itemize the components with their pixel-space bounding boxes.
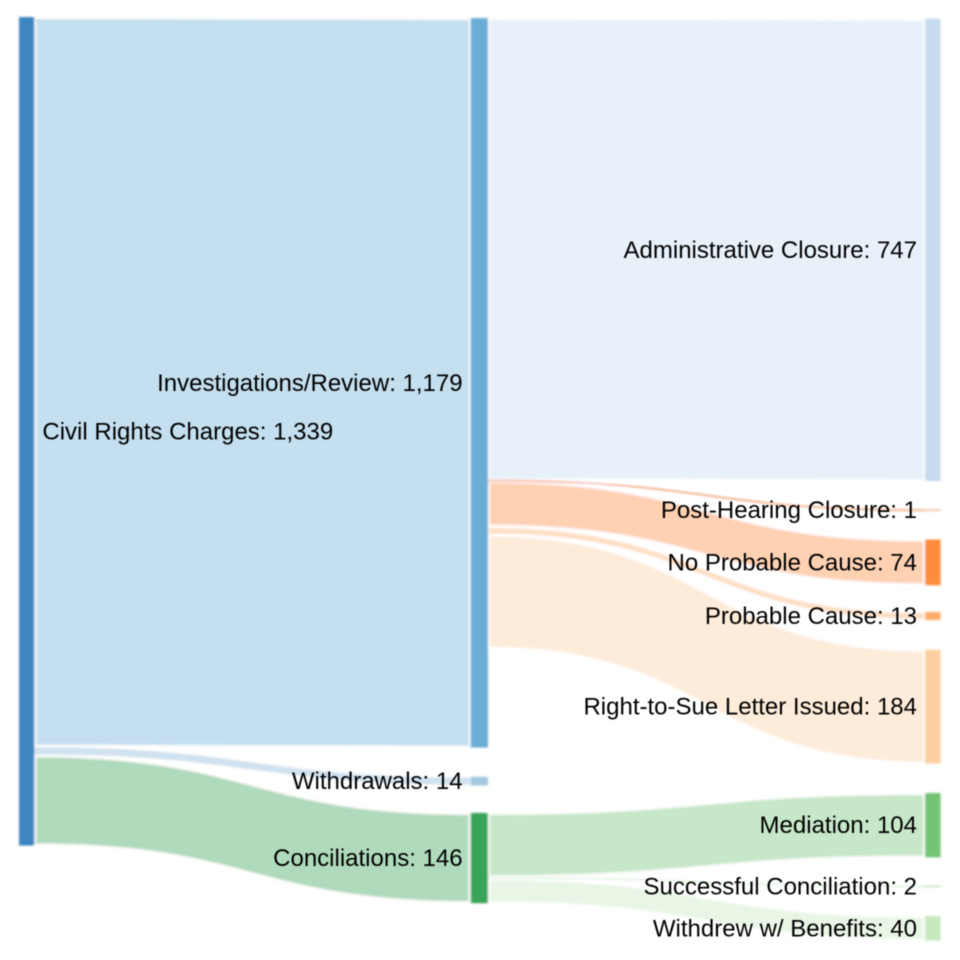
svg-text:Withdrawals: 14: Withdrawals: 14: [292, 768, 463, 795]
svg-text:Investigations/Review: 1,179: Investigations/Review: 1,179: [157, 370, 463, 397]
svg-text:Conciliations: 146: Conciliations: 146: [273, 845, 462, 872]
svg-text:Successful Conciliation: 2: Successful Conciliation: 2: [644, 873, 917, 900]
svg-text:Civil Rights Charges: 1,339: Civil Rights Charges: 1,339: [42, 418, 333, 445]
svg-text:Withdrew w/ Benefits: 40: Withdrew w/ Benefits: 40: [653, 915, 917, 942]
svg-text:No Probable Cause: 74: No Probable Cause: 74: [668, 549, 918, 576]
svg-text:Right-to-Sue Letter Issued: 18: Right-to-Sue Letter Issued: 184: [583, 694, 917, 721]
svg-text:Administrative Closure: 747: Administrative Closure: 747: [624, 237, 917, 264]
svg-text:Post-Hearing Closure: 1: Post-Hearing Closure: 1: [661, 497, 917, 524]
svg-text:Mediation: 104: Mediation: 104: [760, 812, 917, 839]
svg-text:Probable Cause: 13: Probable Cause: 13: [705, 603, 917, 630]
